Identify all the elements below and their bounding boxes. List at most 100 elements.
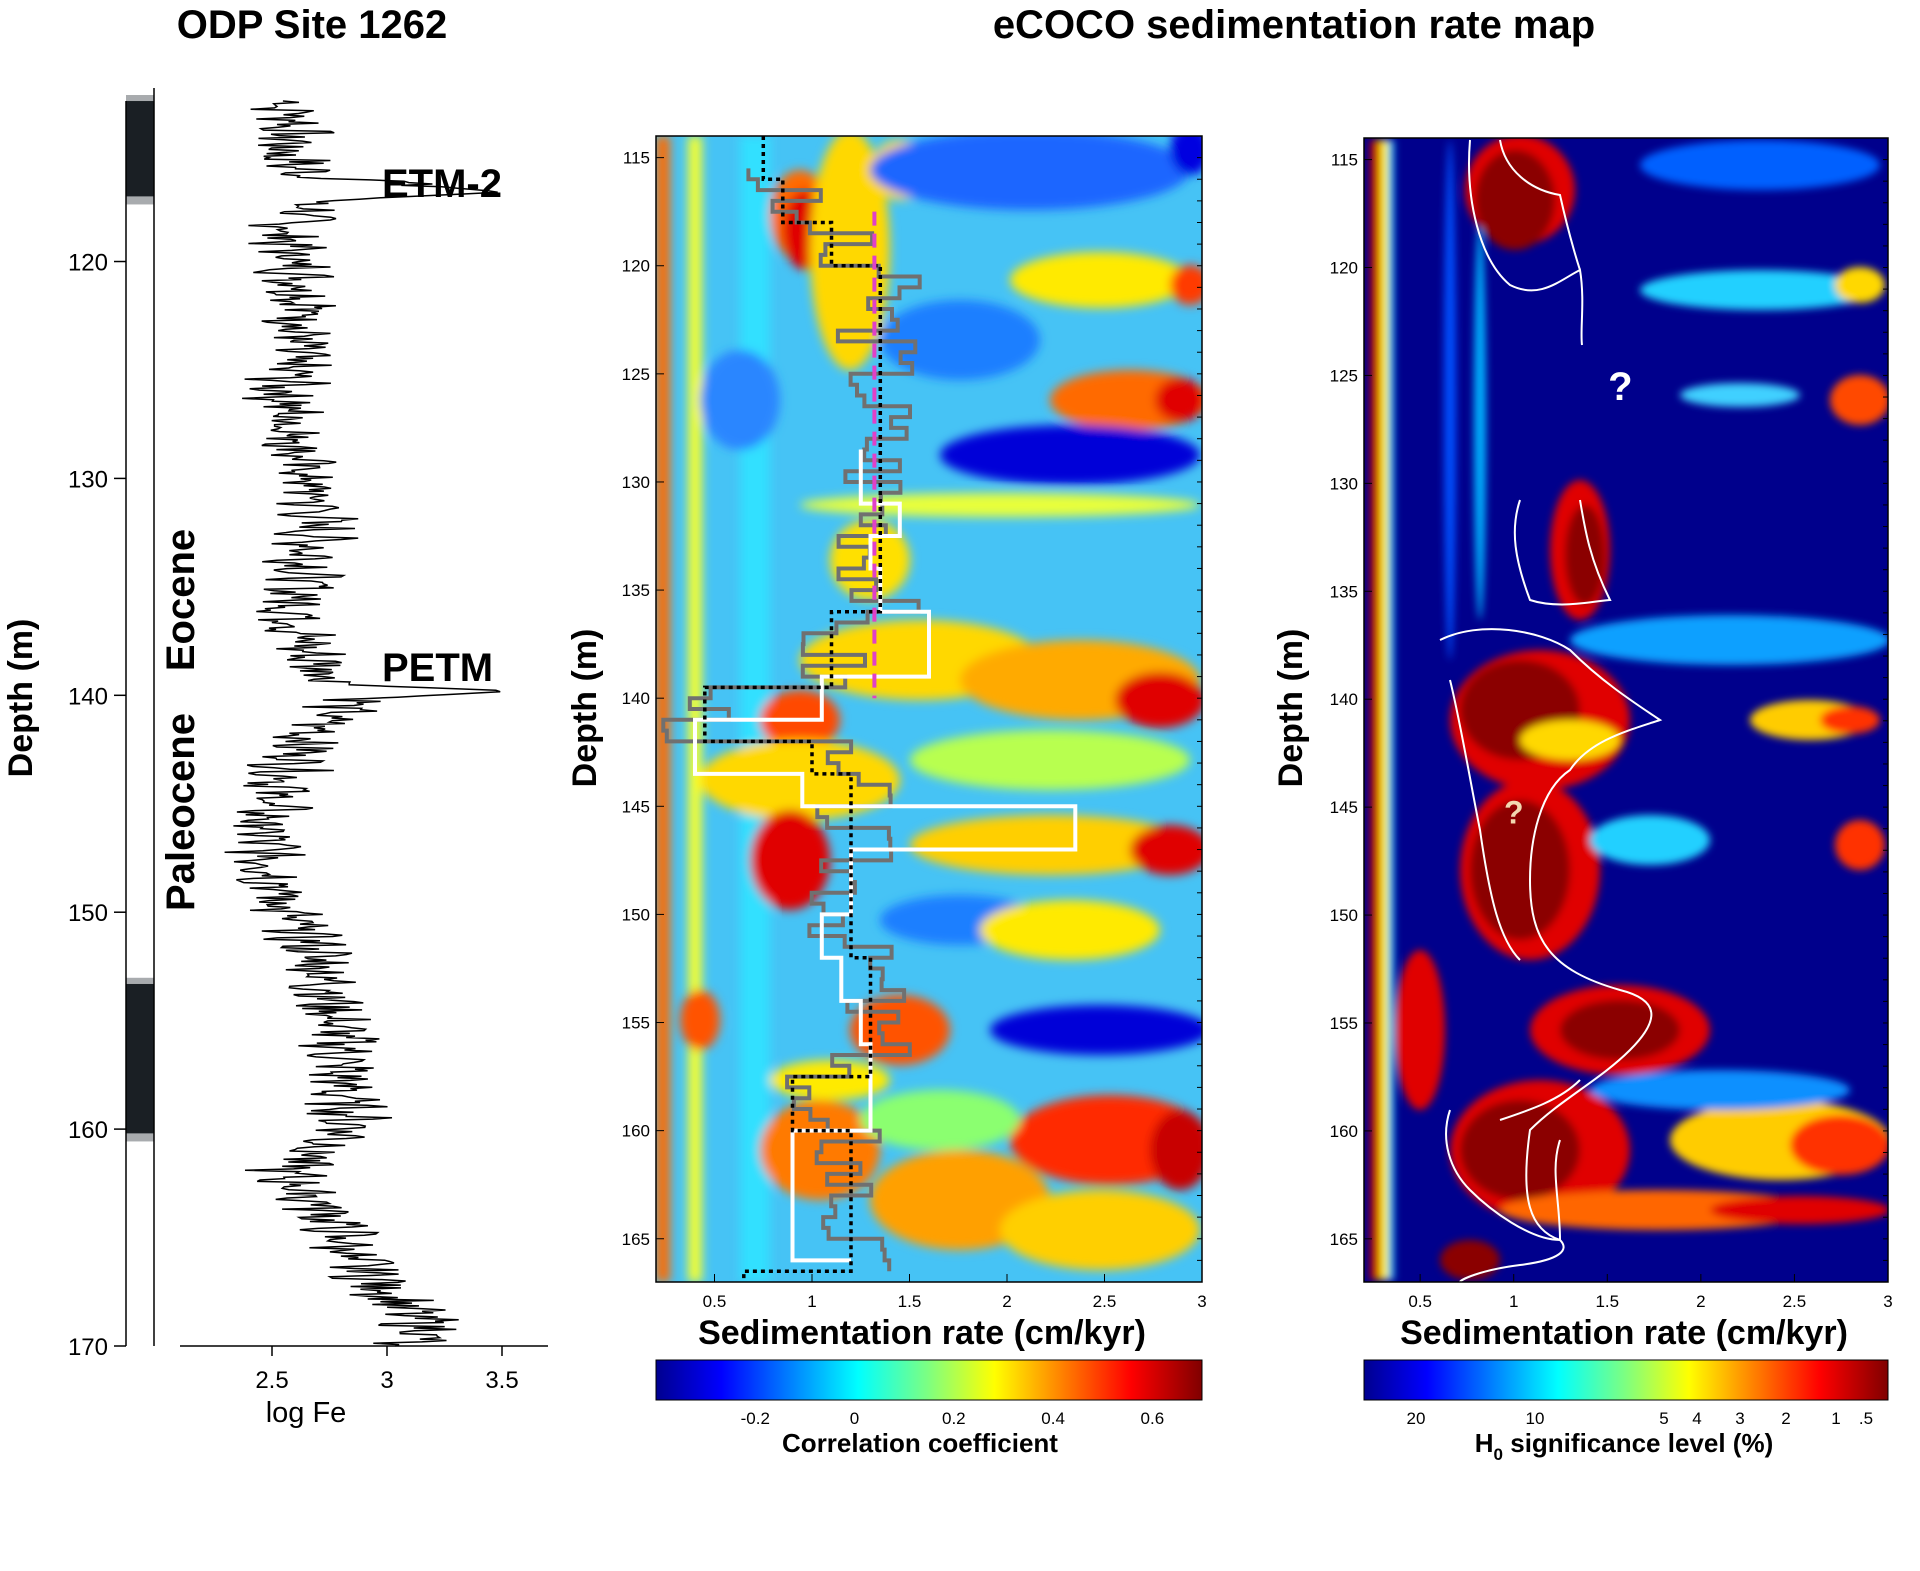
ytick-label: 115	[1331, 151, 1358, 170]
left-xlabel: log Fe	[266, 1397, 347, 1429]
chron-edge-top-1	[126, 977, 154, 984]
ytick-label: 150	[622, 905, 650, 924]
contour-line-lower	[1445, 1079, 1581, 1282]
ytick-label: 150	[1330, 906, 1358, 925]
ytick-label: 120	[1330, 259, 1358, 278]
mid-frame	[655, 135, 1203, 1283]
xtick-label: 3	[1883, 1292, 1892, 1311]
right-colorbar	[1363, 1359, 1889, 1401]
xtick-label: 1.5	[1595, 1292, 1619, 1311]
ytick-label: 125	[1330, 366, 1358, 385]
colorbar-tick-label: 5	[1659, 1409, 1668, 1428]
paleocene-label: Paleocene	[159, 713, 203, 911]
etm2-label: ETM-2	[382, 162, 502, 206]
log-fe-panel: 120 130 140 150 160 170 2.5 3 3.5 ETM-2 PETM Eo…	[2, 88, 548, 1429]
xtick-label: 3	[1197, 1292, 1206, 1311]
chron-edge-top-0	[126, 95, 154, 102]
log-fe-curve	[224, 100, 501, 1347]
ytick-label: 165	[622, 1230, 650, 1249]
ytick-label: 130	[1330, 474, 1358, 493]
xtick-label: 2.5	[1783, 1292, 1807, 1311]
mid-ylabel: Depth (m)	[566, 629, 604, 788]
left-ytick-label: 150	[68, 900, 108, 927]
xtick-label: 1	[1509, 1292, 1518, 1311]
black-dotted-step-curve	[703, 136, 883, 1282]
mid-colorbar-label: Correlation coefficient	[782, 1428, 1058, 1458]
left-xtick-label: 3.5	[485, 1367, 518, 1394]
ytick-label: 125	[622, 365, 650, 384]
magnetochron-column	[126, 95, 154, 1142]
left-ytick-label: 170	[68, 1334, 108, 1361]
colorbar-tick-label: 0.2	[942, 1409, 966, 1428]
ytick-label: 130	[622, 473, 650, 492]
chron-edge-bottom-0	[126, 196, 154, 205]
left-depth-axis: 120 130 140 150 160 170	[68, 101, 127, 1361]
ytick-label: 135	[622, 581, 650, 600]
right-colorbar-label: H0 significance level (%)	[1475, 1428, 1773, 1464]
mid-colorbar	[655, 1359, 1203, 1401]
right-xlabel: Sedimentation rate (cm/kyr)	[1400, 1314, 1848, 1352]
left-xtick-label: 3	[380, 1367, 393, 1394]
question-mark-upper: ?	[1608, 365, 1632, 409]
mid-depth-axis: 115 120 125 130 135 140 145 150 155 160 165	[622, 135, 1202, 1283]
colorbar-tick-label: -0.2	[741, 1409, 770, 1428]
colorbar-tick-label: 0	[850, 1409, 859, 1428]
petm-label: PETM	[382, 646, 493, 690]
ytick-label: 140	[1330, 690, 1358, 709]
right-title: eCOCO sedimentation rate map	[993, 3, 1595, 47]
contour-line-middle	[1439, 499, 1663, 1242]
colorbar-tick-label: 0.4	[1041, 1409, 1065, 1428]
left-title: ODP Site 1262	[177, 3, 448, 47]
right-rate-axis: 0.5 1 1.5 2 2.5 3	[1408, 1274, 1893, 1311]
contour-line-upper	[1468, 139, 1584, 346]
xtick-label: 1	[807, 1292, 816, 1311]
colorbar-tick-label: 1	[1831, 1409, 1840, 1428]
mid-rate-axis: 0.5 1 1.5 2 2.5 3	[703, 1274, 1207, 1311]
left-ytick-label: 130	[68, 466, 108, 493]
ytick-label: 155	[1330, 1014, 1358, 1033]
ytick-label: 115	[623, 149, 650, 168]
eocene-label: Eocene	[159, 529, 203, 671]
ytick-label: 165	[1330, 1230, 1358, 1249]
colorbar-tick-label: 3	[1735, 1409, 1744, 1428]
xtick-label: 0.5	[1408, 1292, 1432, 1311]
ytick-label: 145	[622, 797, 650, 816]
ytick-label: 145	[1330, 798, 1358, 817]
left-xtick-label: 2.5	[255, 1367, 288, 1394]
left-ytick-label: 160	[68, 1117, 108, 1144]
left-ytick-label: 120	[68, 250, 108, 277]
xtick-label: 2.5	[1093, 1292, 1117, 1311]
magnetochron-0	[126, 101, 154, 197]
colorbar-tick-label: 4	[1692, 1409, 1701, 1428]
right-frame	[1363, 137, 1889, 1283]
colorbar-tick-label: 10	[1526, 1409, 1545, 1428]
ytick-label: 155	[622, 1014, 650, 1033]
correlation-heatmap-panel: 115 120 125 130 135 140 145 150 155 160 165 0.5 1 1.…	[566, 135, 1207, 1458]
ytick-label: 120	[622, 257, 650, 276]
right-colorbar-ticks: 20 10 5 4 3 2 1 .5	[1407, 1409, 1874, 1428]
xtick-label: 0.5	[703, 1292, 727, 1311]
ytick-label: 160	[1330, 1122, 1358, 1141]
left-ytick-label: 140	[68, 683, 108, 710]
colorbar-tick-label: 0.6	[1141, 1409, 1165, 1428]
xtick-label: 2	[1696, 1292, 1705, 1311]
ytick-label: 135	[1330, 582, 1358, 601]
question-mark-lower: ?	[1504, 794, 1524, 830]
chron-edge-bottom-1	[126, 1133, 154, 1142]
mid-xlabel: Sedimentation rate (cm/kyr)	[698, 1314, 1146, 1352]
ytick-label: 140	[622, 689, 650, 708]
white-step-curve	[693, 449, 1078, 1263]
mid-colorbar-ticks: -0.2 0 0.2 0.4 0.6	[741, 1409, 1165, 1428]
ytick-label: 160	[622, 1122, 650, 1141]
colorbar-tick-label: .5	[1859, 1409, 1873, 1428]
log-fe-axis: 2.5 3 3.5	[180, 1345, 548, 1394]
magnetochron-1	[126, 983, 154, 1134]
left-ylabel: Depth (m)	[2, 619, 40, 778]
colorbar-tick-label: 2	[1781, 1409, 1790, 1428]
right-depth-axis: 115 120 125 130 135 140 145 150 155 160 165	[1330, 137, 1888, 1283]
colorbar-tick-label: 20	[1407, 1409, 1426, 1428]
xtick-label: 1.5	[898, 1292, 922, 1311]
xtick-label: 2	[1002, 1292, 1011, 1311]
right-ylabel: Depth (m)	[1272, 629, 1310, 788]
